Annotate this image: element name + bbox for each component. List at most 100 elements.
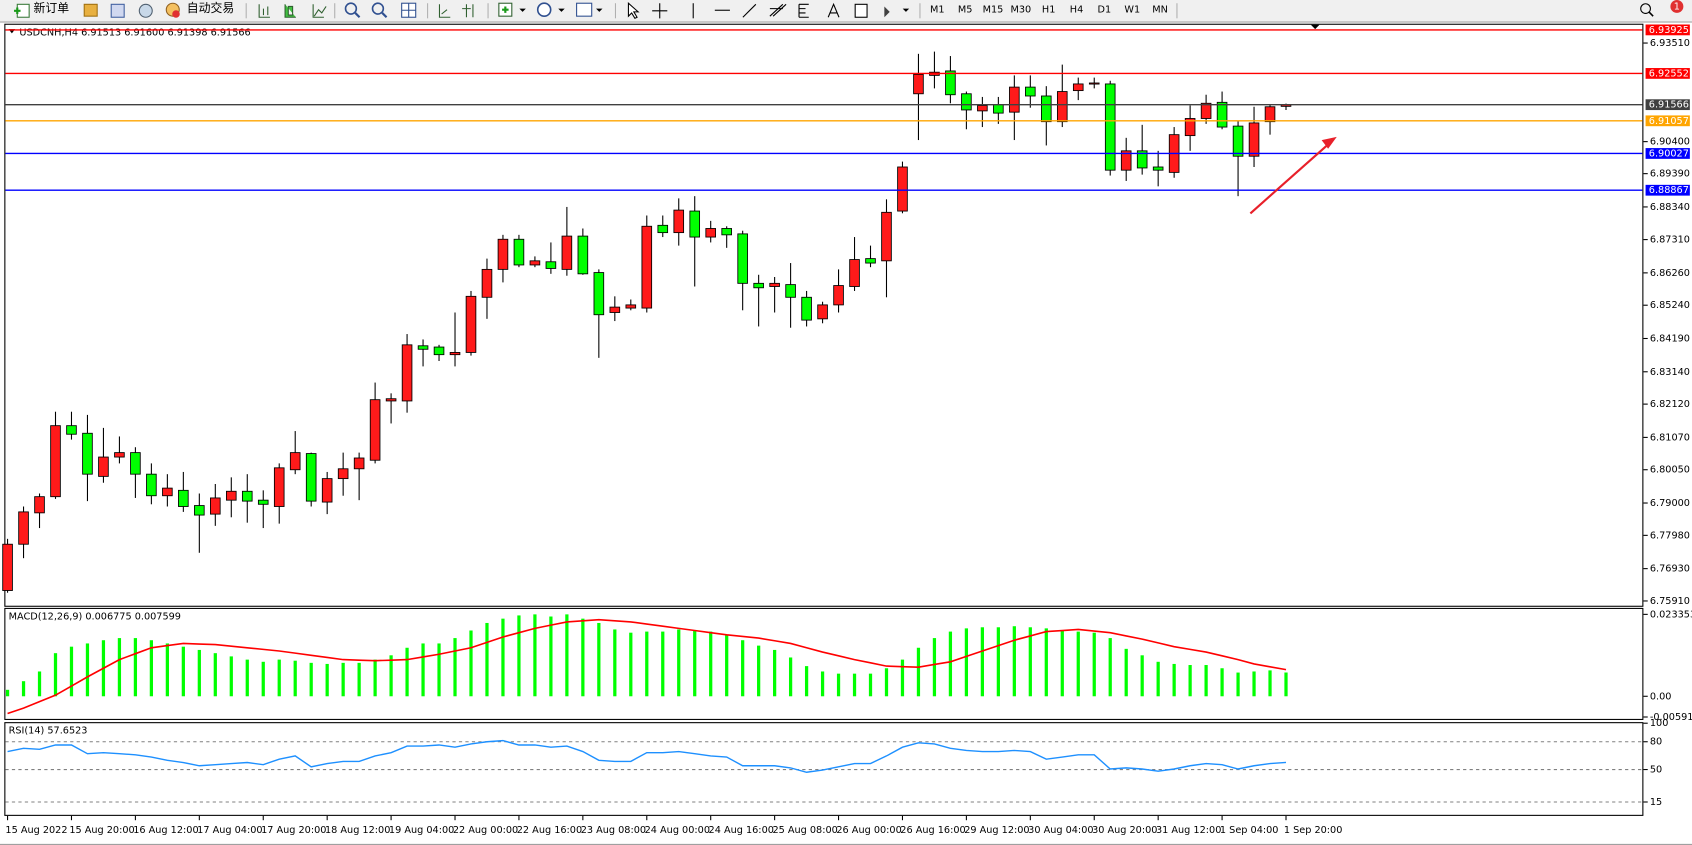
candle-body — [1104, 83, 1116, 171]
y-tick-label: 6.83140 — [1650, 367, 1690, 378]
timeframe-button[interactable]: M1 — [930, 5, 945, 16]
fibo-tool[interactable] — [798, 3, 809, 18]
candle-body — [785, 284, 796, 298]
y-tick-label: 80 — [1650, 737, 1662, 748]
icon[interactable] — [110, 3, 125, 18]
macd-bar — [1252, 671, 1256, 697]
zoom-in[interactable] — [344, 2, 358, 15]
timeframe-button[interactable]: M15 — [983, 5, 1004, 16]
text-tool[interactable] — [827, 2, 840, 18]
cursor-tool[interactable] — [627, 2, 640, 20]
macd-bar — [1076, 631, 1080, 697]
timeframe-button[interactable]: M5 — [958, 5, 973, 16]
timeframe-button[interactable]: H1 — [1042, 5, 1055, 16]
candle-body — [18, 511, 29, 545]
auto-trading-button[interactable]: 自动交易 — [165, 1, 234, 18]
macd-bar — [277, 659, 281, 697]
x-tick-label: 15 Aug 20:00 — [69, 825, 134, 836]
candle-body — [529, 260, 541, 266]
candle-body — [721, 228, 732, 236]
arrow-shaft — [1249, 143, 1329, 215]
candle-body — [497, 238, 509, 270]
macd-bar — [709, 631, 713, 697]
macd-bar — [1108, 638, 1112, 697]
candle-body — [657, 224, 669, 234]
timeframe-button[interactable]: M30 — [1010, 5, 1031, 16]
icon[interactable] — [284, 4, 296, 18]
icon[interactable] — [438, 4, 451, 18]
candle-body — [337, 468, 349, 480]
macd-bar — [165, 643, 169, 697]
timeframe-button[interactable]: W1 — [1124, 5, 1140, 16]
icon[interactable] — [138, 3, 153, 18]
macd-bar — [1156, 661, 1160, 697]
main-panel-frame — [4, 23, 1644, 607]
macd-bar — [501, 618, 505, 697]
y-tick-label: 6.93510 — [1650, 38, 1690, 49]
x-tick-label: 18 Aug 12:00 — [325, 825, 390, 836]
arrows-tool[interactable] — [884, 6, 890, 18]
y-tick-label: 6.77980 — [1650, 530, 1690, 541]
candle-body — [705, 228, 716, 238]
dropdown[interactable] — [902, 8, 910, 12]
button-label: 新订单 — [33, 1, 69, 15]
candle-body — [561, 235, 573, 270]
macd-bar — [469, 630, 473, 697]
macd-panel-frame — [4, 607, 1644, 720]
macd-bar — [69, 646, 74, 697]
candle-body — [146, 473, 157, 497]
candle-body — [465, 295, 477, 353]
crosshair-tool[interactable] — [652, 3, 668, 19]
y-tick-label: 6.90400 — [1650, 137, 1690, 148]
alert-badge[interactable] — [1670, 0, 1684, 13]
macd-bar — [1124, 648, 1128, 697]
dropdown[interactable] — [596, 8, 603, 12]
x-tick-label: 16 Aug 12:00 — [133, 825, 198, 836]
timeframe-button[interactable]: D1 — [1098, 5, 1112, 16]
candle-body — [1232, 125, 1244, 157]
button-label: 自动交易 — [187, 1, 234, 15]
candle-body — [273, 467, 285, 507]
macd-bar — [980, 627, 984, 697]
timeframe-bar: M1 M5 M15 M30 H1 H4 D1 W1 MN — [930, 5, 1168, 16]
channel-tool[interactable] — [769, 3, 787, 17]
x-tick-label: 1 Sep 04:00 — [1220, 825, 1279, 836]
trendline-tool[interactable] — [742, 3, 757, 18]
price-level-tag — [1645, 148, 1690, 159]
label-tool[interactable] — [854, 3, 868, 18]
zoom-out[interactable] — [371, 2, 385, 15]
macd-bar — [453, 638, 457, 697]
macd-bar — [389, 655, 393, 697]
y-tick-label: -0.00591 — [1650, 712, 1692, 723]
rsi-line — [7, 739, 1287, 773]
timeframe-button[interactable]: H4 — [1070, 5, 1083, 16]
icon[interactable] — [312, 4, 327, 18]
candle-body — [993, 104, 1004, 114]
macd-bar — [932, 638, 937, 697]
dropdown[interactable] — [519, 8, 526, 12]
x-tick-label: 29 Aug 12:00 — [964, 825, 1029, 836]
dropdown[interactable] — [558, 8, 565, 12]
macd-bar — [1220, 668, 1224, 697]
x-tick-label: 24 Aug 00:00 — [645, 825, 710, 836]
new-order-button[interactable]: 新订单 — [14, 1, 69, 18]
templates[interactable] — [576, 2, 593, 17]
macd-bar — [964, 628, 969, 697]
toolbar: 新订单 自动交易 — [0, 0, 1692, 23]
macd-bar — [677, 629, 681, 697]
candle-body — [1264, 106, 1276, 123]
timeframe-button[interactable]: MN — [1152, 5, 1168, 16]
candle-body — [401, 344, 413, 402]
macd-bar — [900, 659, 905, 697]
icon[interactable] — [462, 4, 474, 18]
candle-body — [241, 490, 253, 502]
macd-bar — [357, 662, 361, 697]
macd-bar — [549, 616, 553, 697]
periods[interactable] — [536, 2, 552, 17]
icon[interactable] — [258, 4, 270, 18]
search[interactable] — [1640, 3, 1651, 15]
macd-bar — [868, 673, 873, 697]
icon[interactable] — [83, 3, 98, 17]
shift-marker[interactable] — [1310, 24, 1320, 30]
